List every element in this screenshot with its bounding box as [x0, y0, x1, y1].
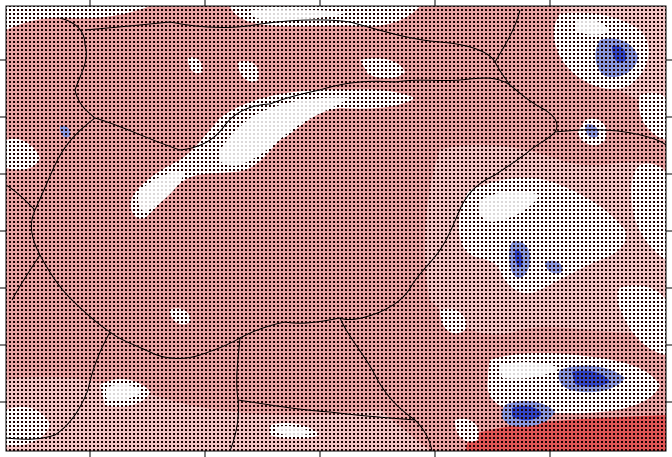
north-border-segment — [84, 19, 511, 86]
serbia-border-segment — [339, 317, 433, 451]
bosnia-border-segment — [237, 399, 416, 421]
hungary-border — [30, 77, 558, 359]
significance-stippling — [6, 6, 666, 451]
romania-border-segment — [554, 129, 666, 146]
non-significant-gaps — [106, 9, 610, 436]
country-borders — [6, 9, 666, 451]
slovenia-border-segment — [6, 331, 111, 440]
austria-border-segment — [11, 254, 41, 301]
slovakia-north-border — [59, 17, 96, 119]
map-frame-border — [5, 5, 667, 452]
west-border-segment — [6, 184, 36, 211]
ukraine-border-segment — [494, 9, 521, 63]
